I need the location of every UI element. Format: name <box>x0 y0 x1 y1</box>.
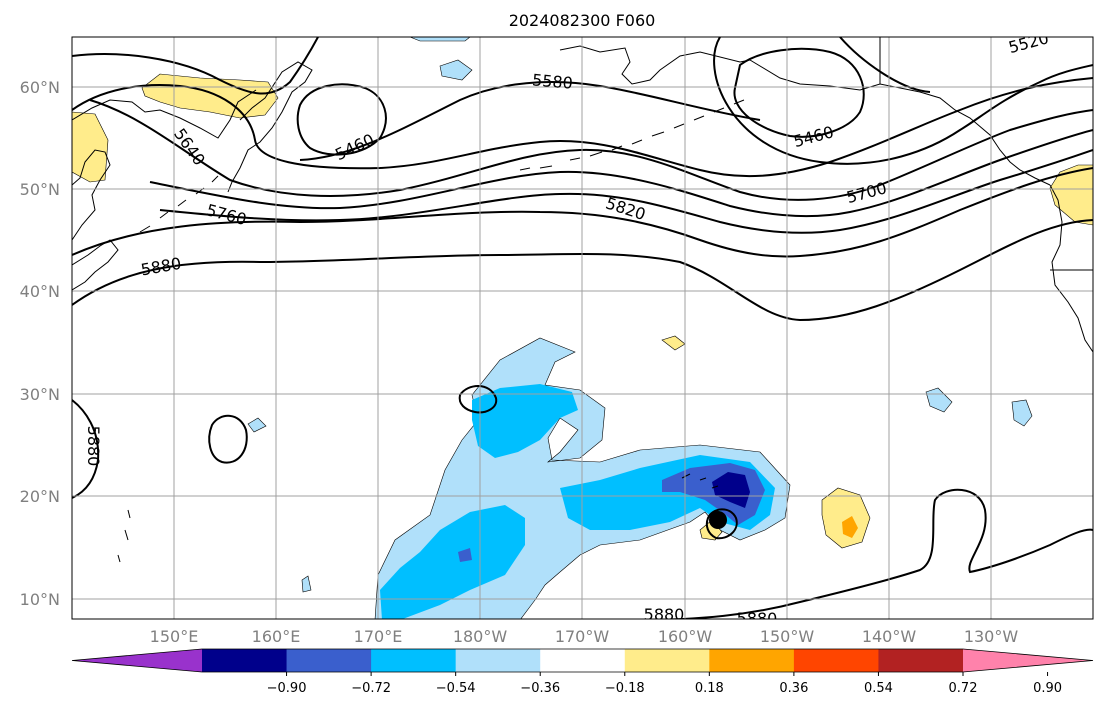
contour-5700 <box>149 129 1093 218</box>
coast-kurils <box>139 175 219 233</box>
shading-lightblue-tiny <box>301 575 312 593</box>
contour-label-5880-south-a: 5880 <box>644 605 685 624</box>
map-frame <box>71 36 1094 620</box>
contour-5460-east <box>733 47 865 138</box>
height-contours <box>72 37 1093 619</box>
colorbar-tick-label: −0.72 <box>351 681 391 696</box>
longitude-labels: 150°E 160°E 170°E 180°W 170°W 160°W 150°… <box>150 627 1019 646</box>
lat-label-50N: 50°N <box>20 180 60 199</box>
figure-title: 2024082300 F060 <box>509 11 656 30</box>
colorbar-segment <box>286 649 372 672</box>
contour-5520 <box>72 37 761 161</box>
lat-label-40N: 40°N <box>20 282 60 301</box>
contour-5880-north <box>72 219 1093 322</box>
colorbar-tick-label: 0.90 <box>1033 681 1062 696</box>
colorbar-extend-high <box>963 649 1093 672</box>
lat-label-30N: 30°N <box>20 385 60 404</box>
contour-5580 <box>72 77 1093 178</box>
lon-label-150W: 150°W <box>760 627 815 646</box>
colorbar-tick-label: 0.36 <box>779 681 808 696</box>
shading-yellow-east-coast <box>1049 164 1093 226</box>
shading-orange-hawaii <box>842 516 858 538</box>
shading-lightblue-top <box>409 37 471 42</box>
map-layers: 5520 5580 5460 5460 5640 5700 5760 5820 … <box>72 37 1093 628</box>
coast-tiny-islands <box>117 509 131 563</box>
contour-5820 <box>72 167 1093 258</box>
contour-closed-3 <box>705 508 738 540</box>
shading-medium-blue-small <box>458 548 472 562</box>
contour-outer-east <box>713 37 1093 165</box>
coast-north-america <box>1049 184 1093 353</box>
contour-5880-west-edge <box>72 399 100 499</box>
colorbar-segment <box>455 649 541 672</box>
colorbar-segment <box>540 649 626 672</box>
shading-yellow-west-edge <box>72 111 109 183</box>
contour-5640 <box>89 99 1093 201</box>
colorbar-tick-label: −0.18 <box>605 681 645 696</box>
contour-5760 <box>159 149 1093 234</box>
shading-lightblue-e2 <box>1011 399 1033 427</box>
shading-lightblue-aleut <box>439 59 473 81</box>
lon-label-160E: 160°E <box>252 627 301 646</box>
colorbar-tick-label: 0.18 <box>695 681 724 696</box>
colorbar: −0.90 −0.72 −0.54 −0.36 −0.18 0.18 0.36 0.54 0.7… <box>71 648 1094 696</box>
contour-closed-1 <box>208 414 248 464</box>
shading-blue-southwest <box>380 505 525 619</box>
lon-label-150E: 150°E <box>150 627 199 646</box>
lon-label-170W: 170°W <box>555 627 610 646</box>
colorbar-segment <box>793 649 879 672</box>
shading-blue-north <box>472 384 578 458</box>
gridlines <box>72 37 1093 619</box>
contour-5880-south <box>637 488 1093 619</box>
lat-label-10N: 10°N <box>20 590 60 609</box>
colorbar-tick-label: −0.90 <box>267 681 307 696</box>
lat-label-20N: 20°N <box>20 487 60 506</box>
colorbar-tick-label: −0.36 <box>520 681 560 696</box>
colorbar-segment <box>878 649 964 672</box>
coast-kamchatka <box>227 61 313 193</box>
colorbar-extend-low <box>72 649 202 672</box>
latitude-labels: 60°N 50°N 40°N 30°N 20°N 10°N <box>20 78 60 609</box>
colorbar-segment <box>202 649 288 672</box>
coast-japan <box>72 239 119 291</box>
contour-closed-2 <box>458 385 498 414</box>
colorbar-outline <box>71 648 1094 673</box>
colorbar-segment <box>371 649 457 672</box>
colorbar-tick-label: −0.54 <box>436 681 476 696</box>
contour-label-5880-west: 5880 <box>84 426 103 467</box>
storm-marker <box>709 511 727 529</box>
lon-label-140W: 140°W <box>862 627 917 646</box>
coastlines <box>72 37 1093 563</box>
coast-asia-mainland <box>72 89 257 139</box>
shading-yellow-hawaii <box>821 487 871 549</box>
shading-dark-navy <box>712 472 750 508</box>
shading-lightblue-w <box>247 417 267 433</box>
contour-label-5880-south-b: 5880 <box>737 609 778 628</box>
lon-label-170E: 170°E <box>354 627 403 646</box>
coast-alaska-west <box>559 45 751 85</box>
coast-hawaii <box>681 473 719 489</box>
colorbar-segment <box>709 649 795 672</box>
contour-5460-west <box>296 83 387 156</box>
shading-layer <box>72 37 1093 619</box>
lon-label-130W: 130°W <box>964 627 1019 646</box>
coast-asia-south <box>72 149 111 241</box>
colorbar-tick-label: 0.72 <box>949 681 978 696</box>
colorbar-segment <box>624 649 710 672</box>
lon-label-160W: 160°W <box>658 627 713 646</box>
contour-label-5580: 5580 <box>531 70 573 92</box>
lon-label-180W: 180°W <box>453 627 508 646</box>
colorbar-tick-label: 0.54 <box>864 681 893 696</box>
lat-label-60N: 60°N <box>20 78 60 97</box>
coast-alaska-peninsula <box>749 59 1051 186</box>
